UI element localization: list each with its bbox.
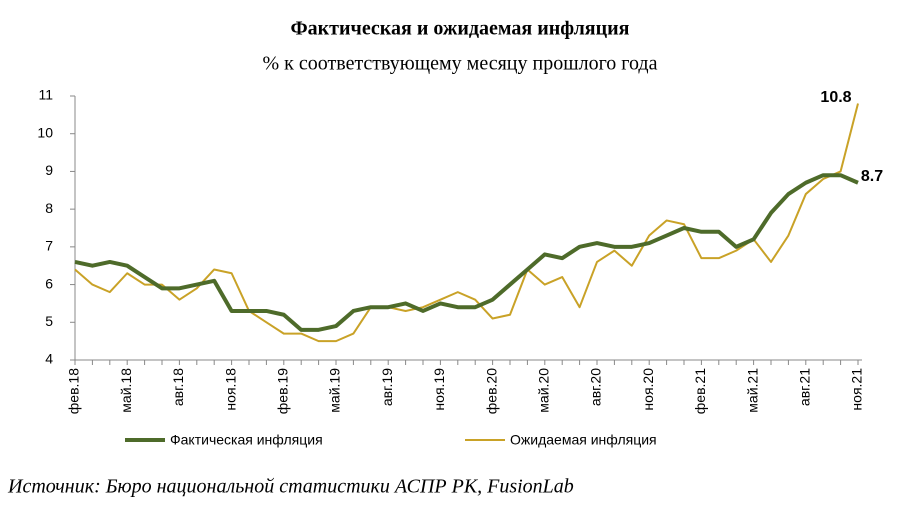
x-tick-label: ноя.21 [849,368,865,411]
chart-subtitle: % к соответствующему месяцу прошлого год… [263,53,658,75]
y-tick-label: 9 [45,162,53,178]
x-tick-label: авг.21 [797,368,813,406]
y-tick-label: 8 [45,200,53,216]
x-tick-label: май.20 [536,368,552,413]
line-series [74,103,859,343]
x-tick-label: ноя.20 [640,368,656,411]
y-tick-label: 5 [45,313,53,329]
y-tick-label: 6 [45,275,53,291]
x-tick-label: фев.21 [692,368,708,414]
legend-label: Ожидаемая инфляция [510,432,657,448]
x-tick-label: фев.19 [275,368,291,414]
data-label: 10.8 [820,89,851,106]
legend-label: Фактическая инфляция [170,432,323,448]
x-tick-label: ноя.18 [222,368,238,411]
x-tick-label: май.19 [327,368,343,413]
chart-title: Фактическая и ожидаемая инфляция [290,18,629,40]
x-tick-label: фев.20 [483,368,499,414]
x-tick-label: фев.18 [66,368,82,414]
x-tick-label: май.18 [118,368,134,413]
y-tick-label: 7 [45,238,53,254]
y-tick-label: 4 [45,351,53,367]
y-tick-label: 10 [37,124,53,140]
x-tick-label: авг.20 [588,368,604,406]
x-tick-label: май.21 [744,368,760,413]
data-label: 8.7 [861,168,883,185]
x-tick-label: ноя.19 [431,368,447,411]
x-tick-label: авг.19 [379,368,395,406]
source: Источник: Бюро национальной статистики А… [7,476,574,498]
line-series [74,173,859,332]
x-tick-label: авг.18 [170,368,186,406]
y-tick-label: 11 [38,87,53,103]
